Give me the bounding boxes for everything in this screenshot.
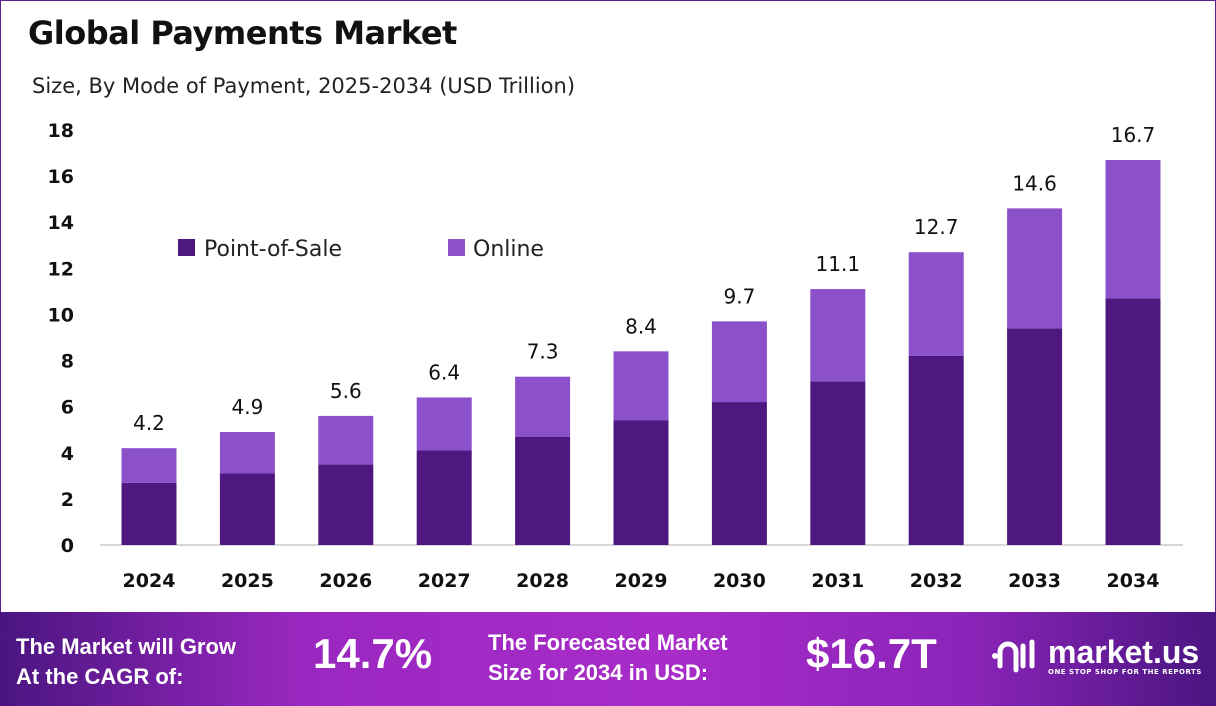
forecast-label: The Forecasted Market Size for 2034 in U…	[488, 628, 728, 688]
y-tick-label: 18	[48, 120, 74, 142]
bar-pos-2032	[908, 355, 964, 545]
total-label: 5.6	[330, 379, 362, 403]
cagr-label-line1: The Market will Grow	[16, 634, 237, 659]
y-tick-label: 8	[61, 351, 74, 373]
total-label: 14.6	[1012, 171, 1057, 195]
chart-title: Global Payments Market	[28, 14, 457, 52]
summary-banner: The Market will Grow At the CAGR of: 14.…	[0, 612, 1216, 706]
total-label: 16.7	[1111, 123, 1156, 147]
legend-label-pos: Point-of-Sale	[204, 237, 342, 262]
bar-pos-2029	[613, 420, 669, 545]
bar-online-2032	[908, 252, 964, 356]
logo-tagline: ONE STOP SHOP FOR THE REPORTS	[1048, 668, 1202, 676]
total-label: 6.4	[428, 360, 460, 384]
x-tick-label: 2034	[1107, 570, 1160, 592]
bar-online-2024	[121, 448, 177, 483]
bar-pos-2025	[219, 473, 275, 545]
x-tick-label: 2029	[615, 570, 668, 592]
legend-swatch-pos	[178, 239, 195, 256]
bar-pos-2027	[416, 450, 472, 545]
total-label: 12.7	[914, 215, 959, 239]
total-label: 8.4	[625, 314, 657, 338]
total-label: 9.7	[723, 284, 755, 308]
logo-name: market.us	[1048, 634, 1200, 670]
bar-pos-2024	[121, 482, 177, 545]
y-tick-label: 10	[48, 304, 74, 326]
y-tick-label: 12	[48, 258, 74, 280]
x-tick-label: 2027	[418, 570, 471, 592]
total-label: 4.2	[133, 411, 165, 435]
bar-pos-2030	[711, 402, 767, 545]
x-tick-label: 2025	[221, 570, 274, 592]
x-tick-label: 2032	[910, 570, 963, 592]
total-label: 11.1	[816, 252, 861, 276]
total-label: 7.3	[527, 340, 559, 364]
stacked-bar-chart: 0 2 4 6 8 10 12 14 16 18 4.2 2024 4.9 2025 5.6 2026 6.4…	[48, 120, 1183, 592]
bar-online-2031	[810, 289, 866, 382]
bar-online-2026	[318, 415, 374, 465]
legend-swatch-online	[448, 239, 465, 256]
bar-online-2030	[711, 321, 767, 403]
total-label: 4.9	[231, 395, 263, 419]
market-us-logo: market.us ONE STOP SHOP FOR THE REPORTS	[990, 636, 1202, 676]
y-tick-label: 2	[61, 489, 74, 511]
x-tick-label: 2028	[516, 570, 569, 592]
x-tick-label: 2024	[123, 570, 176, 592]
cagr-value: 14.7%	[313, 630, 433, 677]
x-tick-label: 2030	[713, 570, 766, 592]
cagr-label-line2: At the CAGR of:	[16, 664, 184, 689]
forecast-value: $16.7T	[806, 630, 937, 677]
forecast-label-line1: The Forecasted Market	[488, 630, 728, 655]
logo-mark-icon	[992, 639, 1035, 673]
bar-online-2028	[515, 376, 571, 437]
bar-online-2025	[219, 432, 275, 474]
y-tick-label: 14	[48, 212, 74, 234]
cagr-label: The Market will Grow At the CAGR of:	[16, 632, 236, 692]
y-tick-label: 4	[61, 443, 74, 465]
y-tick-label: 16	[48, 166, 74, 188]
y-tick-label: 0	[61, 535, 74, 557]
bar-online-2034	[1105, 159, 1161, 299]
bar-online-2029	[613, 351, 669, 421]
bar-online-2033	[1007, 208, 1063, 329]
legend-label-online: Online	[473, 237, 544, 262]
y-tick-label: 6	[61, 397, 74, 419]
bar-pos-2034	[1105, 298, 1161, 545]
bar-pos-2028	[515, 436, 571, 545]
legend: Point-of-Sale Online	[178, 237, 544, 262]
bar-pos-2031	[810, 381, 866, 545]
chart-subtitle: Size, By Mode of Payment, 2025-2034 (USD…	[32, 74, 576, 98]
bar-online-2027	[416, 397, 472, 451]
x-tick-label: 2026	[319, 570, 372, 592]
x-tick-label: 2033	[1008, 570, 1061, 592]
bar-pos-2033	[1007, 328, 1063, 545]
bar-pos-2026	[318, 464, 374, 545]
x-tick-label: 2031	[811, 570, 864, 592]
forecast-label-line2: Size for 2034 in USD:	[488, 660, 709, 685]
